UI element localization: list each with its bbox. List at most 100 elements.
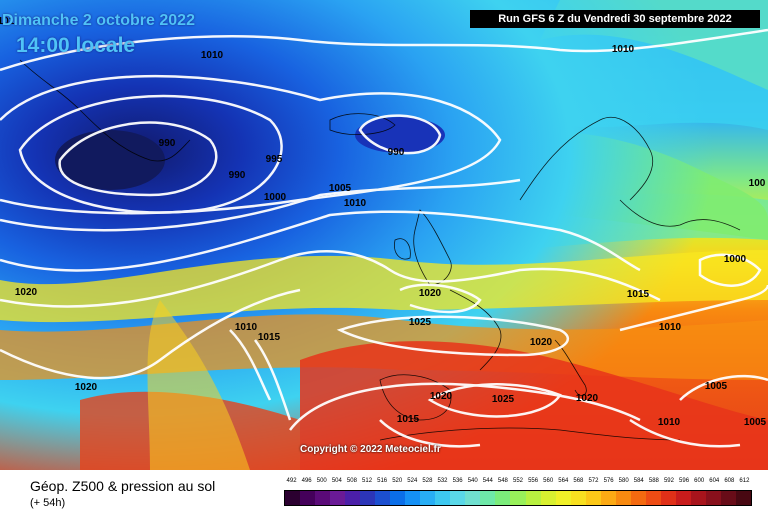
coastline-iceland bbox=[329, 113, 396, 135]
color-scale-label: 536 bbox=[452, 478, 463, 484]
color-scale-label: 516 bbox=[377, 478, 388, 484]
isobar-label: 1005 bbox=[744, 417, 767, 428]
isobar-990-west bbox=[58, 121, 218, 197]
isobar-label: 1010 bbox=[201, 50, 224, 61]
color-scale-cell bbox=[630, 491, 646, 505]
color-scale-cell bbox=[375, 491, 391, 505]
isobar-1015-trough bbox=[253, 339, 292, 421]
color-scale-label: 564 bbox=[558, 478, 569, 484]
color-scale-label: 504 bbox=[331, 478, 342, 484]
forecast-time: 14:00 locale bbox=[16, 34, 136, 57]
isobar-1025-center bbox=[336, 315, 569, 357]
color-scale-cell bbox=[555, 491, 571, 505]
color-scale-label: 492 bbox=[286, 478, 297, 484]
color-scale-label: 500 bbox=[316, 478, 327, 484]
color-scale-label: 580 bbox=[618, 478, 629, 484]
isobar-label: 1005 bbox=[329, 183, 352, 194]
color-scale-cell bbox=[720, 491, 736, 505]
color-scale-label: 552 bbox=[512, 478, 524, 484]
color-scale-cell bbox=[585, 491, 601, 505]
isobar-1010-east bbox=[619, 284, 768, 332]
coastline-italy bbox=[554, 339, 587, 396]
coastline-baltic bbox=[619, 199, 741, 231]
isobar-1010-trough bbox=[229, 329, 272, 401]
isobar-label: 100 bbox=[749, 178, 766, 189]
color-scale-label: 588 bbox=[648, 478, 659, 484]
color-scale-cell bbox=[510, 491, 526, 505]
color-scale-cell bbox=[660, 491, 676, 505]
color-scale-cell bbox=[600, 491, 616, 505]
color-scale-label: 592 bbox=[663, 478, 674, 484]
trough-atlantic bbox=[147, 300, 250, 470]
color-scale-cell bbox=[285, 491, 301, 505]
isobar-label: 1020 bbox=[576, 393, 599, 404]
color-scale-cell bbox=[345, 491, 361, 505]
coastline-ireland bbox=[394, 238, 411, 260]
color-scale-cell bbox=[480, 491, 496, 505]
coastline-north-africa bbox=[379, 427, 681, 441]
color-scale-label: 600 bbox=[694, 478, 705, 484]
isobar-label: 1015 bbox=[627, 289, 650, 300]
color-scale-label: 540 bbox=[467, 478, 478, 484]
isobar-label: 1000 bbox=[264, 192, 287, 203]
color-scale-label: 524 bbox=[407, 478, 418, 484]
color-scale-cell bbox=[390, 491, 406, 505]
color-scale-label: 584 bbox=[633, 478, 644, 484]
isobar-label: 1005 bbox=[705, 381, 728, 392]
isobar-1010-north bbox=[0, 28, 768, 72]
map-title: Géop. Z500 & pression au sol bbox=[30, 478, 216, 494]
isobar-label: 101 bbox=[0, 16, 15, 27]
color-scale-cell bbox=[495, 491, 511, 505]
isobar-label: 1025 bbox=[492, 394, 515, 405]
isobar-label: 1000 bbox=[724, 254, 747, 265]
color-scale-cell bbox=[405, 491, 421, 505]
isobar-1025-south bbox=[427, 383, 562, 418]
isobar-label: 1020 bbox=[430, 391, 453, 402]
color-scale-label: 576 bbox=[603, 478, 614, 484]
color-scale-cell bbox=[300, 491, 316, 505]
isobar-label: 1020 bbox=[75, 382, 98, 393]
isobar-1015-south bbox=[379, 419, 481, 448]
color-scale-label: 520 bbox=[392, 478, 403, 484]
isobar-1010-south-east bbox=[629, 418, 741, 448]
coastline-europe-west bbox=[449, 289, 502, 371]
copyright-text: Copyright © 2022 Meteociel.fr bbox=[300, 444, 441, 455]
isobar-label: 990 bbox=[229, 170, 246, 181]
coastline-greenland bbox=[19, 59, 191, 162]
color-scale-label: 612 bbox=[739, 478, 750, 484]
isobar-labels: 1010 101 990 995 990 990 1005 1000 1010 1010 100 10… bbox=[0, 16, 767, 428]
color-scale-label: 496 bbox=[301, 478, 312, 484]
model-run-info: Run GFS 6 Z du Vendredi 30 septembre 202… bbox=[470, 10, 760, 28]
isobar-label: 990 bbox=[388, 147, 405, 158]
color-scale-label: 568 bbox=[573, 478, 584, 484]
isobar-label: 1010 bbox=[658, 417, 681, 428]
color-scale-label: 508 bbox=[346, 478, 357, 484]
isobar-label: 990 bbox=[159, 138, 176, 149]
isobars bbox=[0, 28, 768, 448]
color-scale-cell bbox=[330, 491, 346, 505]
color-scale-label: 604 bbox=[709, 478, 720, 484]
color-scale-cell bbox=[360, 491, 376, 505]
isobar-label: 1010 bbox=[344, 198, 367, 209]
isobar-1015 bbox=[0, 250, 661, 308]
color-scale-label: 528 bbox=[422, 478, 433, 484]
color-scale-cell bbox=[675, 491, 691, 505]
color-scale-cell bbox=[705, 491, 721, 505]
isobar-label: 1020 bbox=[530, 337, 553, 348]
forecast-date: Dimanche 2 octobre 2022 bbox=[2, 12, 195, 29]
color-scale-label: 512 bbox=[362, 478, 373, 484]
isobar-label: 1020 bbox=[419, 288, 442, 299]
isobar-1010-mid bbox=[0, 210, 641, 272]
coastline-iberia bbox=[379, 374, 452, 421]
isobar-990-center bbox=[358, 114, 442, 155]
isobar-label: 1010 bbox=[235, 322, 258, 333]
color-scale-bar bbox=[284, 490, 752, 506]
coastline-british-isles bbox=[413, 209, 452, 286]
color-scale-cell bbox=[525, 491, 541, 505]
color-scale-cell bbox=[435, 491, 451, 505]
low-core-center bbox=[355, 117, 445, 153]
isobar-1005-east bbox=[679, 374, 768, 401]
isobar-1020-west bbox=[0, 288, 301, 380]
isobar-1000-east bbox=[698, 253, 762, 287]
